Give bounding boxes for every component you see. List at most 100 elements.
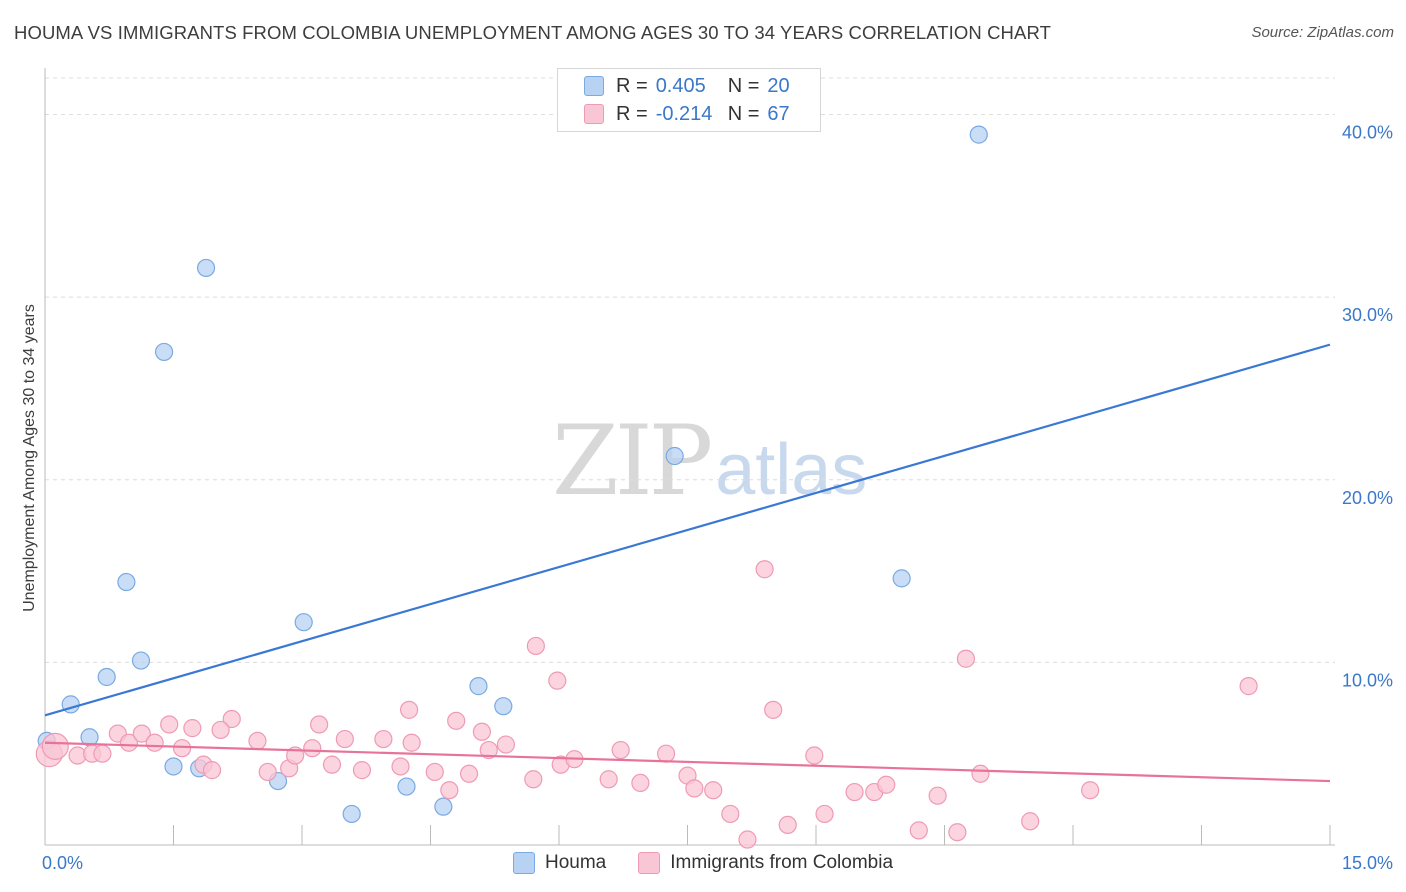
colombia-point <box>41 732 69 760</box>
colombia-point <box>755 560 774 579</box>
x-tick-label: 0.0% <box>42 853 83 873</box>
series-legend: Houma Immigrants from Colombia <box>0 852 1406 874</box>
colombia-point <box>425 762 444 782</box>
colombia-point <box>611 740 630 760</box>
colombia-point <box>909 821 928 840</box>
colombia-point <box>211 720 230 740</box>
colombia-point <box>352 761 372 780</box>
colombia-point <box>496 735 515 754</box>
colombia-point <box>778 815 797 835</box>
colombia-point <box>805 746 824 765</box>
colombia-point <box>145 733 164 752</box>
colombia-legend-label: Immigrants from Colombia <box>670 852 894 873</box>
colombia-r-value: -0.214 <box>655 102 713 125</box>
colombia-point <box>704 781 723 800</box>
houma-point <box>164 757 183 776</box>
y-tick-label: 40.0% <box>1342 123 1393 143</box>
houma-r-label: R = <box>616 74 648 97</box>
colombia-point <box>172 739 192 758</box>
houma-point <box>117 572 136 592</box>
colombia-point <box>971 764 990 783</box>
colombia-point <box>202 761 222 780</box>
colombia-point <box>526 636 545 656</box>
colombia-trend-line <box>44 741 1331 783</box>
source-label: Source: ZipAtlas.com <box>1251 24 1394 41</box>
colombia-swatch <box>584 104 604 124</box>
houma-point <box>154 342 174 362</box>
colombia-point <box>815 804 834 824</box>
colombia-point <box>258 762 277 782</box>
colombia-point <box>1021 812 1040 831</box>
colombia-point <box>374 729 393 749</box>
colombia-point <box>93 744 112 763</box>
colombia-point <box>1239 677 1258 696</box>
legend-row-colombia: R = -0.214 N = 67 <box>584 101 790 127</box>
colombia-point <box>399 700 419 719</box>
houma-n-value: 20 <box>767 74 790 97</box>
watermark-atlas: atlas <box>715 430 868 510</box>
colombia-point <box>877 775 896 794</box>
colombia-r-label: R = <box>616 102 648 125</box>
houma-point <box>469 677 488 696</box>
colombia-point <box>472 722 491 741</box>
houma-point <box>196 258 216 278</box>
houma-point <box>892 569 911 588</box>
colombia-point <box>248 731 267 751</box>
houma-point <box>294 613 313 632</box>
colombia-point <box>447 711 466 730</box>
colombia-point <box>928 786 947 805</box>
colombia-point <box>548 671 567 690</box>
colombia-point <box>183 719 202 738</box>
houma-point <box>397 777 416 796</box>
colombia-point <box>845 782 864 802</box>
colombia-point <box>956 649 976 668</box>
houma-point <box>494 697 513 716</box>
colombia-point <box>222 709 241 729</box>
colombia-point <box>599 770 618 789</box>
colombia-point <box>721 804 740 824</box>
colombia-point <box>459 764 479 783</box>
colombia-n-label: N = <box>727 102 760 125</box>
houma-point <box>665 446 684 466</box>
x-tick-label: 15.0% <box>1342 853 1393 873</box>
houma-point <box>97 667 116 687</box>
houma-point <box>342 804 361 824</box>
houma-point <box>969 125 988 144</box>
legend-row-houma: R = 0.405 N = 20 <box>584 73 790 99</box>
houma-legend-swatch <box>512 852 535 874</box>
colombia-point <box>524 770 543 789</box>
houma-legend-label: Houma <box>544 852 607 873</box>
colombia-point <box>303 739 322 758</box>
y-tick-label: 20.0% <box>1342 488 1393 508</box>
colombia-point <box>402 733 421 752</box>
correlation-legend: R = 0.405 N = 20 R = -0.214 N = 67 <box>557 68 821 132</box>
watermark-zip: ZIP <box>552 405 713 517</box>
houma-point <box>131 651 151 670</box>
colombia-n-value: 67 <box>767 102 790 125</box>
colombia-point <box>322 755 342 774</box>
colombia-point <box>738 830 757 849</box>
houma-trend-line <box>44 343 1331 717</box>
y-tick-label: 30.0% <box>1342 305 1393 325</box>
houma-n-label: N = <box>727 74 760 97</box>
colombia-point <box>440 781 459 800</box>
y-tick-label: 10.0% <box>1342 670 1393 690</box>
houma-point <box>434 797 453 816</box>
colombia-point <box>764 700 783 719</box>
colombia-point <box>132 724 151 743</box>
houma-r-value: 0.405 <box>655 74 706 97</box>
watermark: ZIPatlas <box>552 405 867 517</box>
houma-swatch <box>584 76 604 96</box>
colombia-point <box>631 773 650 793</box>
colombia-point <box>119 733 139 752</box>
colombia-point <box>656 744 676 763</box>
colombia-point <box>479 740 498 760</box>
legend-item-colombia[interactable]: Immigrants from Colombia <box>638 852 893 874</box>
colombia-point <box>335 729 354 749</box>
legend-item-houma[interactable]: Houma <box>512 852 607 874</box>
colombia-legend-swatch <box>638 852 661 874</box>
chart-title: HOUMA VS IMMIGRANTS FROM COLOMBIA UNEMPL… <box>14 22 1051 43</box>
colombia-point <box>160 715 179 734</box>
colombia-point <box>310 715 329 734</box>
